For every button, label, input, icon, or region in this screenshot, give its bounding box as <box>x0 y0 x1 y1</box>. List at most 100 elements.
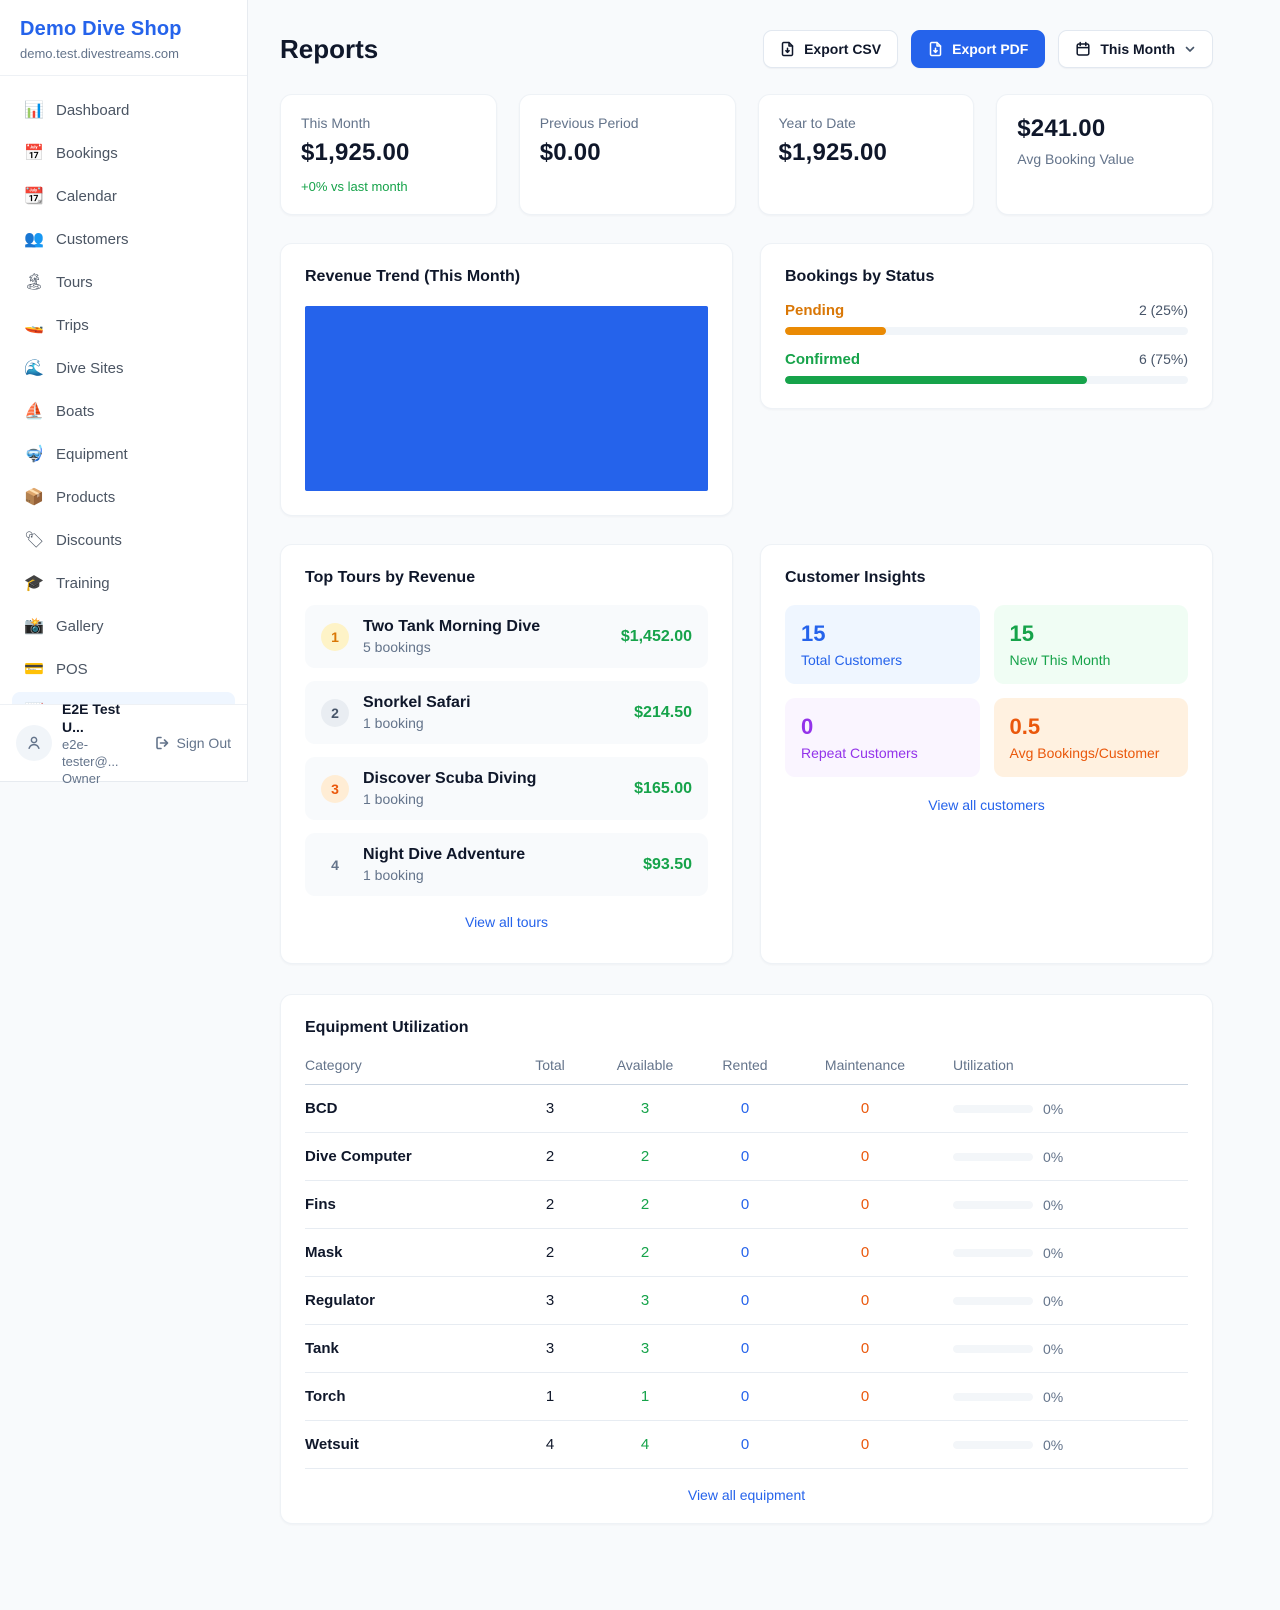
sidebar-item-label: POS <box>56 661 88 678</box>
cell-maintenance: 0 <box>860 1148 870 1165</box>
page-title: Reports <box>280 33 379 64</box>
cell-category: Regulator <box>305 1292 376 1309</box>
nav-icon: 📅 <box>24 145 44 162</box>
tour-info: Discover Scuba Diving 1 booking <box>363 770 620 807</box>
sidebar-item[interactable]: 🤿 Equipment <box>12 434 235 475</box>
status-bar-fill <box>785 327 886 335</box>
nav-icon: 📆 <box>24 188 44 205</box>
export-pdf-button[interactable]: Export PDF <box>911 30 1046 68</box>
status-head: Pending 2 (25%) <box>785 302 1188 319</box>
insight-value: 15 <box>801 621 826 646</box>
sidebar-item[interactable]: 💳 POS <box>12 649 235 690</box>
cell-maintenance: 0 <box>860 1292 870 1309</box>
utilization-bar <box>953 1392 1033 1401</box>
sign-out-button[interactable]: Sign Out <box>154 735 231 751</box>
cell-total: 3 <box>545 1340 555 1357</box>
cell-category: Torch <box>305 1388 346 1405</box>
utilization-percent: 0% <box>1043 1196 1064 1213</box>
insight-tile: 0.5 Avg Bookings/Customer <box>993 698 1188 777</box>
cell-rented: 0 <box>740 1340 750 1357</box>
sidebar-item[interactable]: 📆 Calendar <box>12 176 235 217</box>
sidebar-item-label: Tours <box>56 274 93 291</box>
sidebar-item[interactable]: 📅 Bookings <box>12 133 235 174</box>
table-header: Category Total Available Rented Maintena… <box>305 1057 1188 1085</box>
cell-category: Dive Computer <box>305 1148 412 1165</box>
sidebar-item-label: Dashboard <box>56 102 130 119</box>
sidebar-item[interactable]: 📊 Dashboard <box>12 90 235 131</box>
stat-label: Previous Period <box>539 115 639 131</box>
brand: Demo Dive Shop demo.test.divestreams.com <box>0 0 247 76</box>
rank-badge: 1 <box>321 622 349 651</box>
sidebar-item[interactable]: 👥 Customers <box>12 219 235 260</box>
sidebar-item[interactable]: 🌊 Dive Sites <box>12 348 235 389</box>
tour-bookings: 5 bookings <box>363 639 431 655</box>
cell-utilization: 0% <box>935 1245 1188 1261</box>
nav-icon: 🏝 <box>24 274 45 291</box>
equipment-utilization-title: Equipment Utilization <box>305 1019 469 1036</box>
cell-utilization: 0% <box>935 1197 1188 1213</box>
cell-total: 2 <box>545 1148 555 1165</box>
table-body: BCD 3 3 0 0 0% Dive Computer 2 2 0 0 <box>305 1085 1188 1469</box>
cell-maintenance: 0 <box>860 1340 870 1357</box>
header-actions: Export CSV Export PDF This Month <box>763 30 1213 68</box>
insight-value: 15 <box>1009 621 1034 646</box>
sidebar-item[interactable]: ⛵ Boats <box>12 391 235 432</box>
column-header-category: Category <box>305 1057 362 1073</box>
cell-total: 2 <box>545 1244 555 1261</box>
cell-available: 2 <box>640 1244 650 1261</box>
table-row: BCD 3 3 0 0 0% <box>305 1085 1188 1133</box>
sidebar-item-label: Boats <box>56 403 95 420</box>
tour-bookings: 1 booking <box>363 791 424 807</box>
rank-badge: 3 <box>321 774 349 803</box>
cell-maintenance: 0 <box>860 1100 870 1117</box>
stat-value: $0.00 <box>539 139 601 166</box>
utilization-percent: 0% <box>1043 1340 1064 1357</box>
export-csv-button[interactable]: Export CSV <box>763 30 899 68</box>
sidebar-item[interactable]: 🏝 Tours <box>12 262 235 303</box>
sidebar-item[interactable]: 📸 Gallery <box>12 606 235 647</box>
sidebar-item-label: Customers <box>56 231 129 248</box>
brand-domain: demo.test.divestreams.com <box>20 46 179 61</box>
user-panel: E2E Test U... e2e-tester@... Owner Sign … <box>0 701 247 786</box>
cell-rented: 0 <box>740 1436 750 1453</box>
nav-icon: 🤿 <box>24 446 44 463</box>
sidebar-item[interactable]: 🎓 Training <box>12 563 235 604</box>
utilization-percent: 0% <box>1043 1292 1064 1309</box>
tour-row: 2 Snorkel Safari 1 booking $214.50 <box>305 681 708 744</box>
tour-info: Snorkel Safari 1 booking <box>363 694 620 731</box>
nav-icon: 📸 <box>24 618 44 635</box>
table-row: Fins 2 2 0 0 0% <box>305 1181 1188 1229</box>
sidebar-item[interactable]: 📦 Products <box>12 477 235 518</box>
tour-bookings: 1 booking <box>363 715 424 731</box>
cell-utilization: 0% <box>935 1437 1188 1453</box>
utilization-percent: 0% <box>1043 1100 1064 1117</box>
nav-icon: ⛵ <box>24 403 44 420</box>
sign-out-icon <box>155 736 168 750</box>
brand-name: Demo Dive Shop <box>20 18 182 40</box>
user-email: e2e-tester@... <box>62 736 119 769</box>
column-header-available: Available <box>616 1057 674 1073</box>
stat-delta: +0% vs last month <box>301 179 408 194</box>
status-value: 6 (75%) <box>1138 351 1188 367</box>
tour-list: 1 Two Tank Morning Dive 5 bookings $1,45… <box>305 605 708 896</box>
view-all-equipment-link[interactable]: View all equipment <box>687 1487 806 1503</box>
sidebar-item-label: Gallery <box>56 618 104 635</box>
stat-value: $1,925.00 <box>778 139 888 166</box>
cell-rented: 0 <box>740 1148 750 1165</box>
utilization-percent: 0% <box>1043 1436 1064 1453</box>
tour-info: Night Dive Adventure 1 booking <box>363 846 629 883</box>
table-row: Mask 2 2 0 0 0% <box>305 1229 1188 1277</box>
stat-value: $241.00 <box>1017 115 1106 142</box>
sidebar-item-label: Equipment <box>56 446 128 463</box>
nav-icon: 📊 <box>24 102 44 119</box>
view-all-tours-link[interactable]: View all tours <box>464 914 548 930</box>
sidebar-item[interactable]: 🏷 Discounts <box>12 520 235 561</box>
period-selector[interactable]: This Month <box>1058 30 1213 68</box>
cell-rented: 0 <box>740 1244 750 1261</box>
view-all-customers-link[interactable]: View all customers <box>928 797 1045 813</box>
cell-rented: 0 <box>740 1388 750 1405</box>
sidebar-item[interactable]: 📈 Reports <box>12 692 235 704</box>
revenue-trend-chart <box>305 306 708 491</box>
cell-available: 3 <box>640 1340 650 1357</box>
sidebar-item[interactable]: 🚤 Trips <box>12 305 235 346</box>
